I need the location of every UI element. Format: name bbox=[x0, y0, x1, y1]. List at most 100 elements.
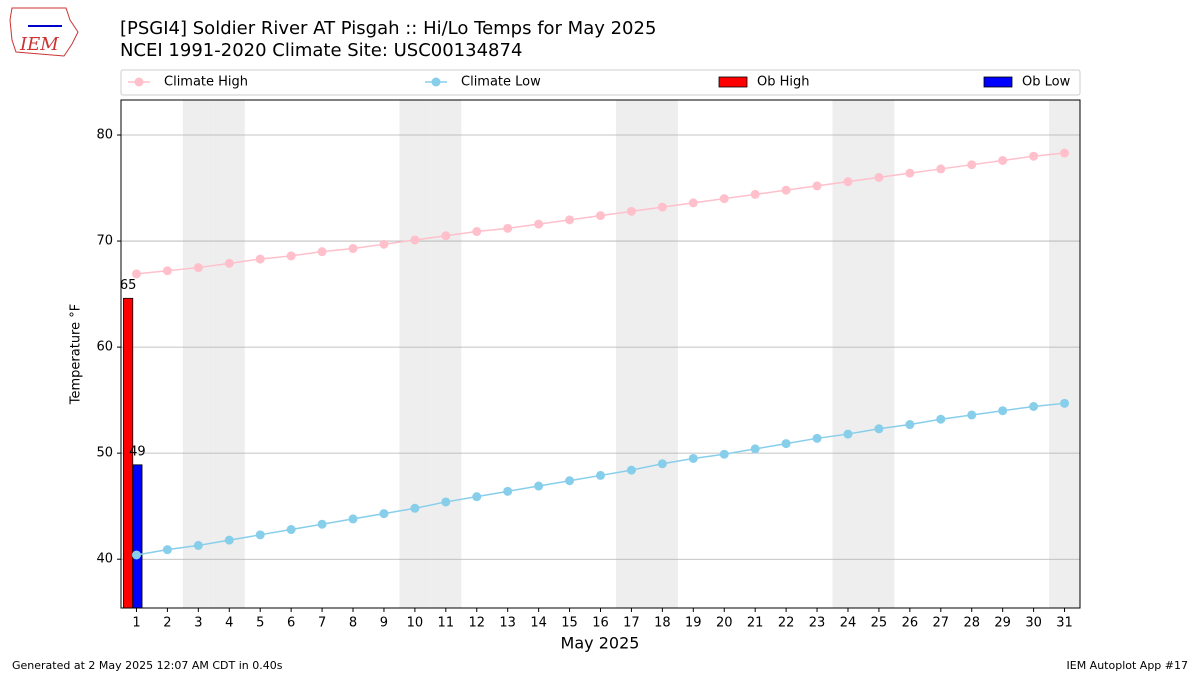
point bbox=[472, 227, 482, 237]
point bbox=[348, 514, 358, 524]
point bbox=[1029, 151, 1039, 161]
x-tick-label: 17 bbox=[623, 616, 640, 631]
point bbox=[657, 459, 667, 469]
y-tick-label: 70 bbox=[96, 234, 113, 249]
point bbox=[410, 503, 420, 513]
weekend-shade bbox=[646, 100, 678, 608]
point bbox=[348, 243, 358, 253]
point bbox=[472, 492, 482, 502]
point bbox=[843, 177, 853, 187]
y-tick-label: 40 bbox=[96, 552, 113, 567]
point bbox=[967, 160, 977, 170]
x-tick-label: 27 bbox=[933, 616, 950, 631]
x-tick-label: 19 bbox=[685, 616, 702, 631]
point bbox=[596, 211, 605, 221]
legend-label: Ob High bbox=[757, 75, 810, 90]
logo: IEM bbox=[9, 7, 79, 57]
y-tick-label: 60 bbox=[96, 340, 113, 355]
footer-right: IEM Autoplot App #17 bbox=[1067, 659, 1189, 672]
point bbox=[1060, 398, 1070, 408]
point bbox=[317, 247, 327, 257]
point bbox=[286, 251, 296, 261]
x-tick-label: 26 bbox=[902, 616, 919, 631]
point bbox=[224, 258, 234, 268]
x-tick-label: 12 bbox=[468, 616, 485, 631]
point bbox=[905, 168, 915, 178]
point bbox=[565, 215, 575, 225]
x-tick-label: 23 bbox=[809, 616, 826, 631]
x-tick-label: 9 bbox=[380, 616, 388, 631]
point bbox=[441, 497, 451, 507]
legend-label: Climate High bbox=[164, 75, 248, 90]
weekend-shade bbox=[832, 100, 864, 608]
point bbox=[131, 550, 141, 560]
x-tick-label: 24 bbox=[840, 616, 857, 631]
point bbox=[193, 540, 203, 550]
x-tick-label: 22 bbox=[778, 616, 795, 631]
x-tick-label: 11 bbox=[438, 616, 455, 631]
x-tick-label: 29 bbox=[994, 616, 1011, 631]
weekend-shade bbox=[1049, 100, 1080, 608]
point bbox=[905, 420, 915, 430]
point bbox=[812, 181, 822, 191]
point bbox=[410, 235, 420, 245]
y-axis-label: Temperature °F bbox=[69, 304, 84, 405]
x-tick-label: 15 bbox=[561, 616, 578, 631]
point bbox=[688, 453, 698, 463]
point bbox=[719, 449, 729, 459]
legend-label: Climate Low bbox=[461, 75, 541, 90]
point bbox=[596, 470, 605, 480]
point bbox=[193, 263, 203, 273]
x-tick-label: 6 bbox=[287, 616, 295, 631]
point bbox=[967, 410, 977, 420]
legend-swatch bbox=[718, 76, 748, 88]
x-tick-label: 4 bbox=[225, 616, 233, 631]
point bbox=[255, 254, 265, 264]
x-tick-label: 8 bbox=[349, 616, 357, 631]
x-tick-label: 21 bbox=[747, 616, 764, 631]
x-tick-label: 14 bbox=[530, 616, 547, 631]
point bbox=[534, 219, 544, 229]
point bbox=[874, 172, 884, 182]
point bbox=[162, 266, 172, 276]
x-tick-label: 18 bbox=[654, 616, 671, 631]
weekend-shade bbox=[213, 100, 245, 608]
point bbox=[379, 239, 389, 249]
x-tick-label: 5 bbox=[256, 616, 264, 631]
point bbox=[224, 535, 234, 545]
weekend-shade bbox=[399, 100, 431, 608]
point bbox=[998, 406, 1008, 416]
legend-marker bbox=[134, 77, 144, 87]
chart-title: [PSGI4] Soldier River AT Pisgah :: Hi/Lo… bbox=[120, 18, 656, 39]
x-tick-label: 13 bbox=[499, 616, 516, 631]
point bbox=[162, 545, 172, 555]
point bbox=[534, 481, 544, 491]
point bbox=[688, 198, 698, 208]
x-tick-label: 25 bbox=[871, 616, 888, 631]
x-tick-label: 10 bbox=[407, 616, 424, 631]
point bbox=[317, 519, 327, 529]
x-tick-label: 20 bbox=[716, 616, 733, 631]
point bbox=[719, 194, 729, 204]
legend-marker bbox=[431, 77, 441, 87]
x-axis-label: May 2025 bbox=[561, 634, 640, 653]
point bbox=[936, 414, 946, 424]
point bbox=[503, 223, 513, 233]
x-tick-label: 16 bbox=[592, 616, 609, 631]
x-tick-label: 2 bbox=[163, 616, 171, 631]
point bbox=[255, 530, 265, 540]
plot-area bbox=[121, 100, 1080, 608]
point bbox=[812, 433, 822, 443]
point bbox=[657, 202, 667, 212]
point bbox=[379, 509, 389, 519]
y-tick-label: 50 bbox=[96, 446, 113, 461]
point bbox=[874, 424, 884, 434]
y-tick-label: 80 bbox=[96, 127, 113, 142]
weekend-shade bbox=[182, 100, 214, 608]
point bbox=[286, 525, 296, 535]
chart-subtitle: NCEI 1991-2020 Climate Site: USC00134874 bbox=[120, 40, 522, 61]
weekend-shade bbox=[615, 100, 647, 608]
bar-value-label: 65 bbox=[120, 278, 137, 293]
x-tick-label: 7 bbox=[318, 616, 326, 631]
point bbox=[998, 155, 1008, 165]
